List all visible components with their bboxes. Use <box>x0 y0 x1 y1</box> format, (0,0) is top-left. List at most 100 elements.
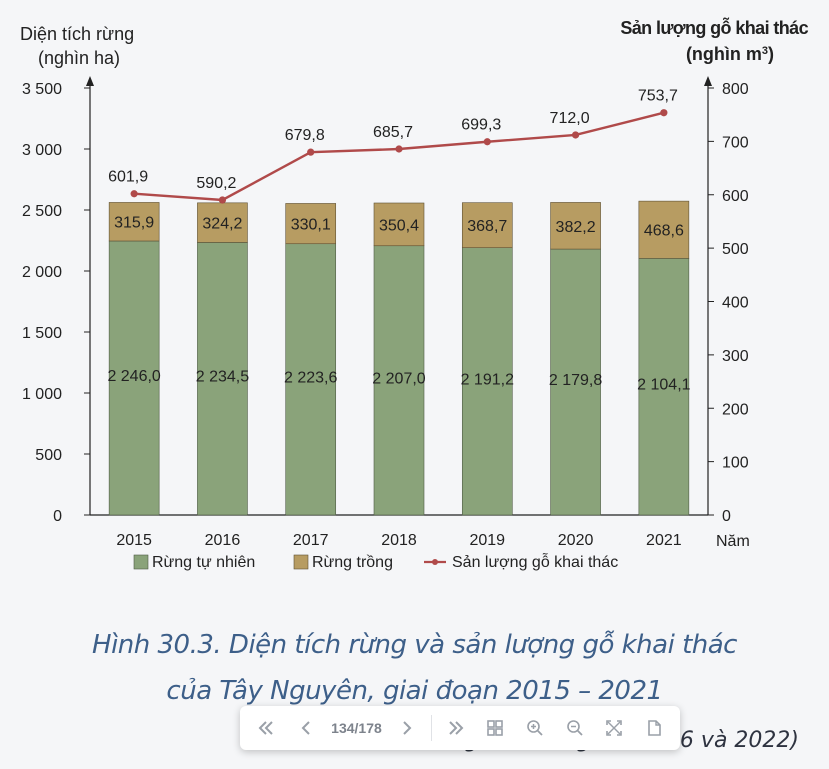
bar-label-rung-tu-nhien: 2 191,2 <box>461 371 514 388</box>
legend-label-san-luong-go: Sản lượng gỗ khai thác <box>452 552 618 571</box>
left-axis-arrow <box>86 76 94 86</box>
x-axis-label: Năm <box>716 533 750 550</box>
bar-label-rung-tu-nhien: 2 223,6 <box>284 369 337 386</box>
zoom-in-button[interactable] <box>519 712 551 744</box>
last-page-icon <box>449 721 464 735</box>
line-point-san-luong-go <box>571 131 580 139</box>
next-page-button[interactable] <box>391 712 423 744</box>
left-axis-tick-label: 0 <box>53 508 62 525</box>
bar-rung-tu-nhien <box>638 257 690 516</box>
line-label-san-luong-go: 712,0 <box>550 110 590 127</box>
pdf-viewer-toolbar: 134/178 <box>240 706 680 750</box>
x-tick-label: 2016 <box>205 532 241 549</box>
bar-label-rung-trong: 330,1 <box>291 217 331 234</box>
line-label-san-luong-go: 679,8 <box>285 127 325 144</box>
x-tick-label: 2017 <box>293 532 329 549</box>
right-axis-tick-label: 200 <box>722 401 749 418</box>
right-axis-tick-label: 800 <box>722 81 749 98</box>
left-axis-tick-label: 2 000 <box>22 264 62 281</box>
right-axis-arrow <box>704 76 712 86</box>
bar-label-rung-trong: 368,7 <box>467 218 507 235</box>
zoom-out-icon <box>567 720 583 736</box>
bar-label-rung-trong: 315,9 <box>114 215 154 232</box>
legend-label-rung-trong: Rừng trồng <box>312 554 393 571</box>
bar-rung-tu-nhien <box>197 242 248 516</box>
line-label-san-luong-go: 590,2 <box>196 175 236 192</box>
line-label-san-luong-go: 753,7 <box>638 88 678 105</box>
right-axis-title: Sản lượng gỗ khai thác <box>620 17 808 38</box>
document-button[interactable] <box>638 712 670 744</box>
figure-caption-line2: của Tây Nguyên, giai đoạn 2015 – 2021 <box>166 676 663 706</box>
left-axis-tick-label: 2 500 <box>22 203 62 220</box>
x-tick-label: 2015 <box>116 532 152 549</box>
prev-page-button[interactable] <box>290 712 322 744</box>
line-label-san-luong-go: 699,3 <box>461 117 501 134</box>
bar-rung-trong <box>373 202 425 247</box>
zoom-in-icon <box>527 720 543 736</box>
bar-rung-tu-nhien <box>108 240 160 516</box>
next-page-icon <box>403 721 412 735</box>
forest-chart: 0 500 1 000 1 500 2 000 2 500 3 000 3 500 0 100 20… <box>20 17 809 571</box>
fit-screen-button[interactable] <box>598 712 630 744</box>
right-axis-unit: (nghìn m3) <box>686 44 774 64</box>
x-tick-label: 2019 <box>469 532 505 549</box>
left-axis-tick-label: 1 500 <box>22 325 62 342</box>
left-axis-tick-label: 500 <box>35 447 62 464</box>
bar-rung-trong <box>461 202 513 248</box>
x-tick-label: 2021 <box>646 532 682 549</box>
line-label-san-luong-go: 685,7 <box>373 124 413 141</box>
bar-label-rung-trong: 468,6 <box>644 223 684 240</box>
bar-label-rung-trong: 382,2 <box>556 219 596 236</box>
bar-rung-trong <box>285 203 337 245</box>
bar-label-rung-trong: 324,2 <box>202 216 242 233</box>
bar-rung-tu-nhien <box>461 247 513 516</box>
bar-rung-tu-nhien <box>285 243 337 516</box>
line-label-san-luong-go: 601,9 <box>108 169 148 186</box>
line-point-san-luong-go <box>130 190 138 198</box>
bar-rung-trong <box>108 202 160 242</box>
left-axis-tick-label: 1 000 <box>22 386 62 403</box>
right-axis-tick-label: 100 <box>722 455 749 472</box>
bar-label-rung-tu-nhien: 2 104,1 <box>637 377 690 394</box>
line-point-san-luong-go <box>307 148 315 156</box>
right-axis-tick-label: 300 <box>722 348 749 365</box>
legend-marker-san-luong-go <box>432 559 438 565</box>
grid-view-icon <box>487 720 504 736</box>
bar-rung-trong <box>638 200 690 259</box>
bar-label-rung-tu-nhien: 2 207,0 <box>372 370 425 387</box>
first-page-button[interactable] <box>250 712 282 744</box>
right-axis-tick-label: 500 <box>722 241 749 258</box>
first-page-icon <box>258 721 273 735</box>
right-axis-tick-label: 400 <box>722 295 749 312</box>
x-tick-label: 2018 <box>381 532 417 549</box>
bar-rung-trong <box>197 202 248 243</box>
bar-label-rung-tu-nhien: 2 246,0 <box>107 368 160 385</box>
line-point-san-luong-go <box>218 196 227 204</box>
left-axis-title: Diện tích rừng <box>20 24 134 44</box>
zoom-out-button[interactable] <box>559 712 591 744</box>
line-point-san-luong-go <box>483 138 491 146</box>
right-axis-tick-label: 700 <box>722 134 749 151</box>
bar-rung-tu-nhien <box>373 245 425 516</box>
left-axis-unit: (nghìn ha) <box>38 48 120 68</box>
fit-screen-icon <box>606 720 623 736</box>
left-axis-tick-label: 3 000 <box>22 142 62 159</box>
document-icon <box>648 720 661 736</box>
left-axis-tick-label: 3 500 <box>22 81 62 98</box>
legend-swatch-rung-tu-nhien <box>133 554 149 570</box>
toolbar-divider <box>431 715 433 741</box>
figure-caption-line1: Hình 30.3. Diện tích rừng và sản lượng g… <box>92 630 737 660</box>
bar-label-rung-tu-nhien: 2 234,5 <box>196 369 249 386</box>
last-page-button[interactable] <box>440 712 472 744</box>
line-point-san-luong-go <box>660 109 668 117</box>
x-tick-label: 2020 <box>558 532 594 549</box>
legend-swatch-rung-trong <box>293 554 309 570</box>
grid-view-button[interactable] <box>479 712 511 744</box>
legend-label-rung-tu-nhien: Rừng tự nhiên <box>152 554 255 571</box>
bar-label-rung-tu-nhien: 2 179,8 <box>549 372 602 389</box>
bar-rung-trong <box>550 202 601 250</box>
page-indicator[interactable]: 134/178 <box>331 720 382 736</box>
right-axis-tick-label: 0 <box>722 508 731 525</box>
right-axis-tick-label: 600 <box>722 188 749 205</box>
bar-label-rung-trong: 350,4 <box>379 217 419 234</box>
